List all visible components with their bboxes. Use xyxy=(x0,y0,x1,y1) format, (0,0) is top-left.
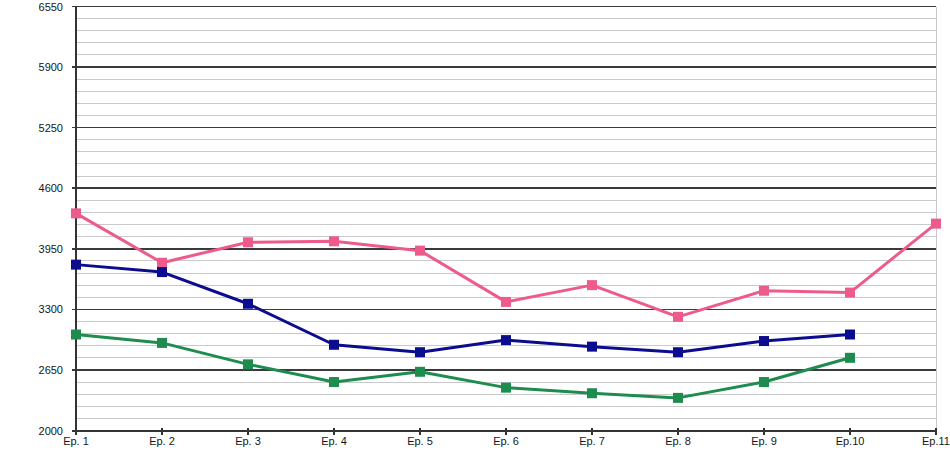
navy-series-point xyxy=(243,299,253,309)
y-tick-label: 2650 xyxy=(39,364,63,376)
x-tick-label: Ep. 7 xyxy=(579,435,605,447)
x-tick-label: Ep. 2 xyxy=(149,435,175,447)
navy-series-point xyxy=(673,347,683,357)
pink-series-point xyxy=(931,219,941,229)
navy-series-point xyxy=(329,340,339,350)
y-tick-label: 6550 xyxy=(39,1,63,13)
chart-container: 2000 2650 3300 3950 4600 5250 5900 6550 Ep. 1 Ep.… xyxy=(0,0,950,450)
x-tick-label: Ep. 8 xyxy=(665,435,691,447)
pink-series-point xyxy=(329,236,339,246)
pink-series-point xyxy=(845,288,855,298)
green-series-point xyxy=(243,359,253,369)
x-tick-label: Ep.11 xyxy=(922,435,950,447)
y-tick-label: 3300 xyxy=(39,303,63,315)
y-tick-label: 3950 xyxy=(39,243,63,255)
x-tick-label: Ep. 3 xyxy=(235,435,261,447)
navy-series-point xyxy=(759,336,769,346)
pink-series-point xyxy=(415,246,425,256)
navy-series-point xyxy=(845,330,855,340)
pink-series-point xyxy=(157,258,167,268)
y-tick-label: 2000 xyxy=(39,425,63,437)
pink-series-point xyxy=(759,286,769,296)
y-tick-label: 4600 xyxy=(39,182,63,194)
navy-series-point xyxy=(71,260,81,270)
green-series-point xyxy=(71,330,81,340)
pink-series-point xyxy=(673,312,683,322)
x-tick-label: Ep. 6 xyxy=(493,435,519,447)
green-series-point xyxy=(845,353,855,363)
x-tick-label: Ep. 1 xyxy=(63,435,89,447)
navy-series-point xyxy=(501,335,511,345)
x-tick-label: Ep. 5 xyxy=(407,435,433,447)
x-tick-label: Ep. 9 xyxy=(751,435,777,447)
navy-series-point xyxy=(587,342,597,352)
x-tick-label: Ep.10 xyxy=(836,435,865,447)
pink-series-point xyxy=(501,297,511,307)
y-tick-label: 5900 xyxy=(39,61,63,73)
line-chart: 2000 2650 3300 3950 4600 5250 5900 6550 Ep. 1 Ep.… xyxy=(0,0,950,450)
y-tick-label: 5250 xyxy=(39,122,63,134)
navy-series-point xyxy=(157,267,167,277)
green-series-point xyxy=(587,388,597,398)
green-series-point xyxy=(329,377,339,387)
green-series-point xyxy=(415,367,425,377)
green-series-point xyxy=(673,393,683,403)
green-series-point xyxy=(501,383,511,393)
pink-series-point xyxy=(71,208,81,218)
navy-series-point xyxy=(415,347,425,357)
green-series-point xyxy=(157,338,167,348)
green-series-point xyxy=(759,377,769,387)
x-tick-label: Ep. 4 xyxy=(321,435,347,447)
pink-series-point xyxy=(587,280,597,290)
pink-series-point xyxy=(243,237,253,247)
